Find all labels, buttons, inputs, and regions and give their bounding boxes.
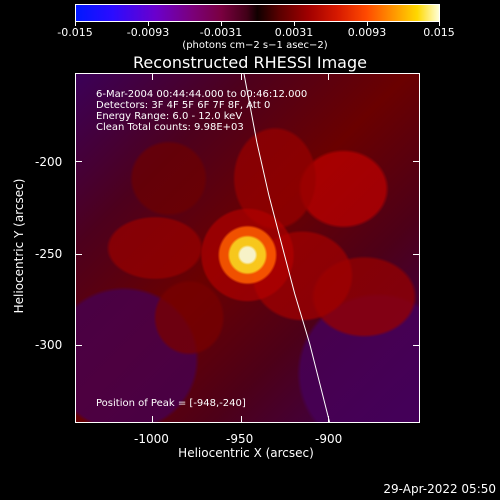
annotation-detectors: Detectors: 3F 4F 5F 6F 7F 8F, Att 0 [96, 100, 271, 111]
x-tick-label: -900 [315, 432, 343, 446]
plot-svg [243, 74, 331, 422]
date-stamp: 29-Apr-2022 05:50 [383, 482, 496, 496]
colorbar-unit-label: (photons cm−2 s−1 asec−2) [182, 40, 328, 51]
colorbar-label: 0.0031 [274, 26, 314, 39]
x-tick [241, 416, 242, 422]
y-tick-label: -200 [35, 155, 63, 169]
y-tick [413, 254, 419, 255]
y-tick [413, 345, 419, 346]
y-tick-label: -300 [35, 338, 63, 352]
colorbar-tick [367, 22, 368, 26]
colorbar-label: -0.0093 [126, 26, 170, 39]
colorbar-tick [75, 22, 76, 26]
x-tick [152, 74, 153, 80]
colorbar-label: 0.015 [423, 26, 455, 39]
annotation-energy: Energy Range: 6.0 - 12.0 keV [96, 111, 243, 122]
solar-limb-line [243, 74, 331, 422]
colorbar-tick [294, 22, 295, 26]
colorbar-label: -0.015 [57, 26, 93, 39]
y-tick [413, 161, 419, 162]
x-tick [328, 74, 329, 80]
x-tick-label: -950 [226, 432, 254, 446]
x-tick [328, 416, 329, 422]
plot-title: Reconstructed RHESSI Image [133, 53, 367, 72]
colorbar-tick [148, 22, 149, 26]
y-tick [76, 161, 82, 162]
colorbar-tick [439, 22, 440, 26]
x-tick [152, 416, 153, 422]
colorbar-label: -0.0031 [199, 26, 243, 39]
y-tick [76, 254, 82, 255]
x-tick [241, 74, 242, 80]
x-axis-title: Heliocentric X (arcsec) [178, 446, 314, 460]
colorbar-tick [221, 22, 222, 26]
y-tick-label: -250 [35, 247, 63, 261]
y-tick [76, 345, 82, 346]
y-axis-title: Heliocentric Y (arcsec) [12, 178, 26, 314]
annotation-clean: Clean Total counts: 9.98E+03 [96, 122, 244, 133]
peak-position-label: Position of Peak = [-948,-240] [96, 398, 246, 409]
colorbar [75, 4, 440, 22]
plot-area: 6-Mar-2004 00:44:44.000 to 00:46:12.000 … [75, 73, 420, 423]
colorbar-label: 0.0093 [347, 26, 387, 39]
x-tick-label: -1000 [134, 432, 169, 446]
annotation-time: 6-Mar-2004 00:44:44.000 to 00:46:12.000 [96, 89, 308, 100]
